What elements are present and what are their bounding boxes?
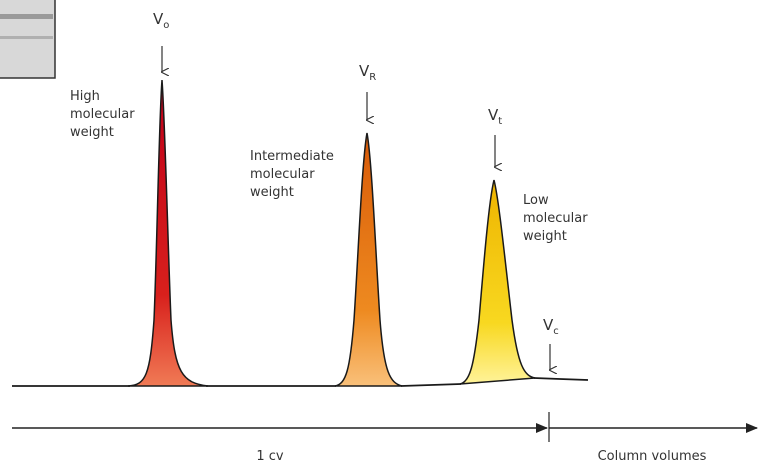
text-part: molecular (250, 167, 315, 182)
text-part: weight (250, 185, 294, 200)
text-part: molecular (523, 211, 588, 226)
text-part: t (498, 116, 502, 127)
text-part: Intermediate (250, 149, 334, 164)
peak-label: Low molecular weight (523, 193, 588, 244)
axis-segment-label: 1 cv (256, 449, 284, 464)
marker-label: VR (359, 62, 376, 83)
text-part: molecular (70, 107, 135, 122)
text-part: o (163, 20, 169, 31)
axis-label: Column volumes (598, 449, 707, 464)
text-part: High (70, 89, 100, 104)
gel-thumbnail (0, 0, 55, 78)
marker-label: Vo (153, 10, 169, 31)
chromatogram-diagram: Vo VR Vt Vc High molecular weight Intermed… (0, 0, 765, 469)
text-part: weight (523, 229, 567, 244)
text-part: R (369, 72, 376, 83)
marker-label: Vt (488, 106, 502, 127)
peak-label: High molecular weight (70, 89, 135, 140)
text-part: c (553, 326, 559, 337)
peak-label: Intermediate molecular weight (250, 149, 334, 200)
peak-high (128, 80, 208, 386)
text-part: weight (70, 125, 114, 140)
marker-label: Vc (543, 316, 559, 337)
text-part: Low (523, 193, 549, 208)
peak-intermediate (335, 133, 402, 386)
